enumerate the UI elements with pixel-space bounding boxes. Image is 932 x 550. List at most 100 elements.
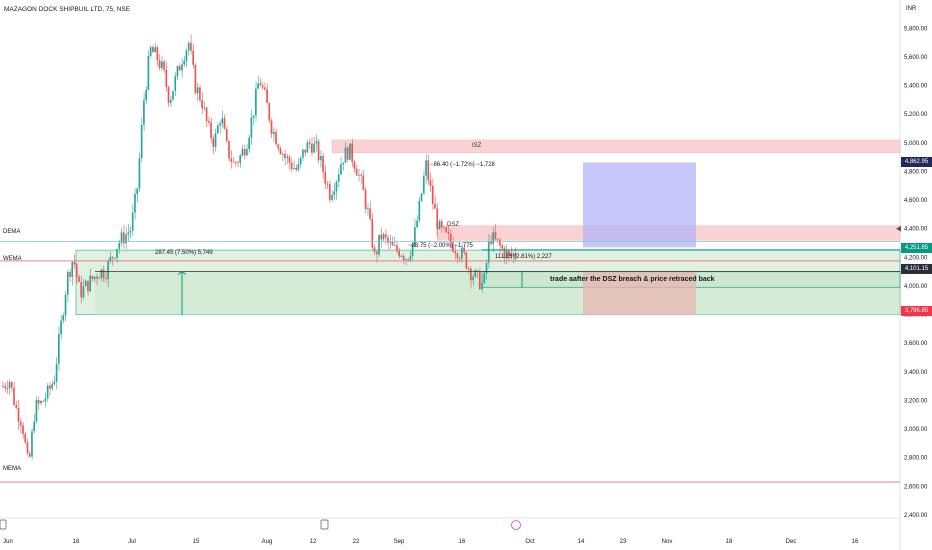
candle-body: [373, 247, 376, 252]
candle-body: [342, 162, 345, 165]
candle-body: [438, 221, 441, 230]
candle-body: [69, 271, 71, 277]
candle-body: [107, 261, 109, 280]
currency-label: INR: [906, 6, 917, 12]
y-tick-label: 2,400.00: [904, 513, 928, 519]
candle-body: [111, 256, 114, 259]
x-tick-label: Oct: [525, 539, 535, 545]
candle-body: [396, 245, 398, 251]
candle-body: [349, 143, 351, 160]
candle-body: [51, 384, 53, 389]
candle-body: [246, 149, 248, 156]
candle-body: [270, 120, 273, 134]
candle-body: [80, 281, 83, 298]
candle-body: [252, 115, 255, 118]
candle-body: [237, 162, 239, 164]
candle-body: [333, 191, 336, 195]
candle-body: [53, 381, 56, 385]
candle-body: [302, 149, 304, 158]
x-tick-label: Aug: [262, 539, 273, 545]
candle-body: [311, 143, 313, 153]
candle-body: [481, 282, 483, 290]
overlays-layer: [0, 241, 900, 483]
candle-body: [158, 60, 161, 69]
candle-body: [496, 238, 499, 241]
candle-body: [210, 122, 212, 139]
candle-body: [62, 315, 65, 321]
candle-body: [93, 276, 96, 280]
x-tick-label: 18: [73, 539, 80, 545]
y-tick-label: 4,800.00: [904, 169, 928, 175]
candle-body: [429, 180, 432, 186]
candle-body: [425, 160, 427, 176]
candle-body: [174, 76, 177, 91]
candle-body: [346, 147, 349, 160]
price-axis[interactable]: 2,400.00 2,600.00 2,800.00 3,000.00 3,200.00…: [896, 26, 928, 519]
candle-body: [503, 248, 506, 259]
candle-body: [407, 259, 409, 261]
dividend-marker-icon: [511, 520, 521, 530]
candle-body: [297, 164, 300, 170]
candle-body: [382, 234, 385, 240]
candle-body: [165, 69, 168, 88]
earnings-marker-icon: [0, 519, 7, 530]
candle-body: [447, 231, 450, 234]
candle-body: [42, 400, 44, 402]
candle-body: [98, 277, 100, 279]
candle-body: [490, 240, 492, 244]
axis-pointer-icon: [896, 225, 901, 232]
candle-body: [102, 269, 105, 279]
candle-body: [393, 245, 396, 247]
candle-body: [306, 142, 309, 153]
candle-body: [57, 334, 60, 364]
candle-body: [469, 268, 472, 281]
target-box: [583, 162, 696, 248]
candle-body: [223, 118, 226, 129]
candle-body: [201, 100, 203, 109]
candle-body: [136, 188, 139, 195]
y-tick-label: 5,600.00: [904, 55, 928, 61]
y-tick-label: 5,800.00: [904, 26, 928, 32]
candle-body: [355, 168, 358, 176]
candle-body: [91, 275, 94, 280]
candle-body: [250, 117, 253, 138]
stop-box: [583, 271, 696, 316]
candle-body: [71, 262, 74, 277]
time-axis[interactable]: Jun 18 Jul 15 Aug 12 22 Sep 16 Oct 14 23 Nov 18 Dec 16: [0, 519, 859, 545]
candle-body: [259, 83, 262, 86]
candle-body: [266, 89, 268, 104]
candle-body: [4, 386, 6, 389]
x-tick-label: Jul: [128, 539, 136, 545]
candle-body: [369, 208, 371, 219]
candle-body: [319, 156, 322, 161]
candle-body: [187, 42, 190, 51]
candle-body: [66, 271, 69, 295]
candle-body: [400, 255, 403, 257]
candle-body: [431, 185, 434, 204]
candle-body: [143, 100, 145, 125]
candle-body: [324, 171, 327, 184]
candle-body: [13, 387, 15, 405]
symbol-title: MAZAGON DOCK SHIPBUIL LTD, 75, NSE: [4, 6, 131, 13]
candle-body: [96, 276, 98, 279]
candle-body: [420, 193, 423, 201]
candle-body: [445, 227, 448, 232]
candle-body: [152, 47, 154, 53]
candle-body: [452, 242, 454, 252]
candle-body: [443, 227, 445, 228]
earnings-marker-icon: [320, 519, 329, 530]
candle-body: [375, 251, 378, 255]
candle-body: [183, 60, 186, 65]
isz-zone: [331, 139, 901, 154]
candle-body: [362, 175, 365, 190]
candle-body: [467, 268, 470, 270]
candle-body: [82, 286, 85, 298]
candle-body: [458, 258, 461, 259]
x-tick-label: 16: [852, 539, 859, 545]
candle-body: [371, 218, 374, 248]
candle-body: [514, 253, 517, 257]
candle-body: [465, 252, 468, 269]
candle-body: [212, 138, 215, 147]
candle-body: [344, 147, 347, 163]
